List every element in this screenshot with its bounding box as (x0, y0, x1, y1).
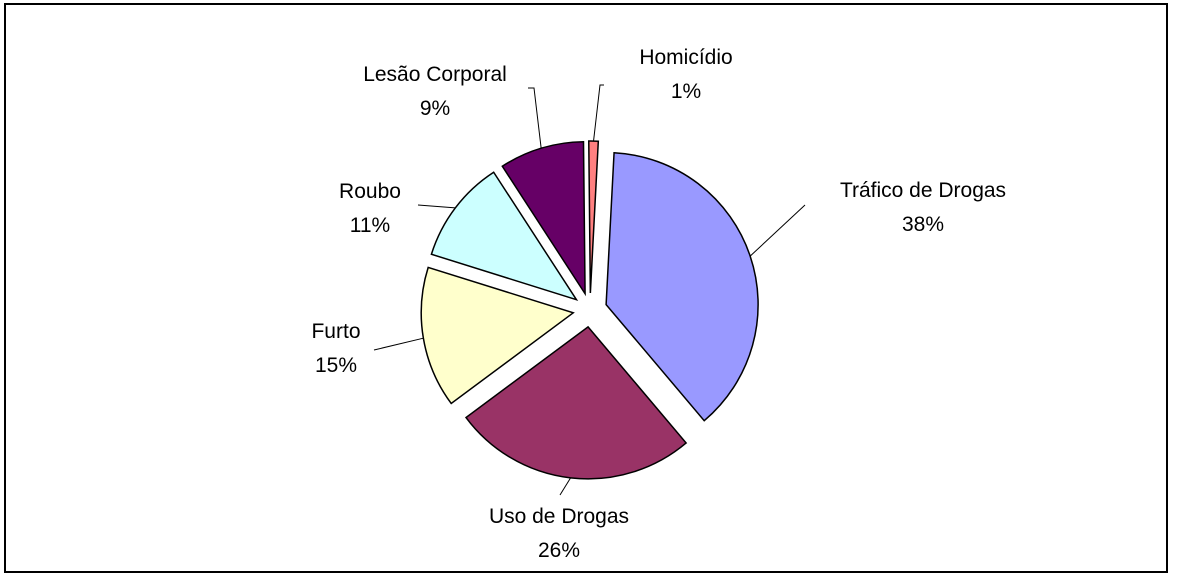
label-trafico-pct: 38% (902, 213, 944, 236)
slice-uso (464, 325, 688, 480)
label-roubo-pct: 11% (350, 214, 390, 237)
label-uso-name: Uso de Drogas (489, 505, 629, 528)
label-furto-name: Furto (311, 320, 360, 343)
label-roubo-name: Roubo (339, 180, 401, 203)
slice-homicidio (588, 140, 600, 294)
slice-roubo (430, 171, 579, 302)
slice-furto (420, 266, 575, 405)
label-lesao-name: Lesão Corporal (363, 63, 507, 86)
label-furto-pct: 15% (315, 354, 357, 377)
leader-uso (559, 477, 572, 496)
label-trafico-name: Tráfico de Drogas (840, 179, 1006, 202)
leader-lesao (528, 87, 542, 149)
slice-lesao (501, 140, 586, 297)
label-homicidio-pct: 1% (671, 80, 701, 103)
leader-trafico (749, 204, 806, 257)
leader-roubo (417, 204, 456, 209)
label-lesao-pct: 9% (420, 97, 450, 120)
leader-furto (373, 337, 424, 351)
leader-homicidio (593, 84, 604, 142)
leader-lines (373, 84, 806, 496)
label-uso-pct: 26% (538, 539, 580, 562)
label-homicidio-name: Homicídio (639, 46, 732, 69)
pie-slices (420, 140, 759, 480)
